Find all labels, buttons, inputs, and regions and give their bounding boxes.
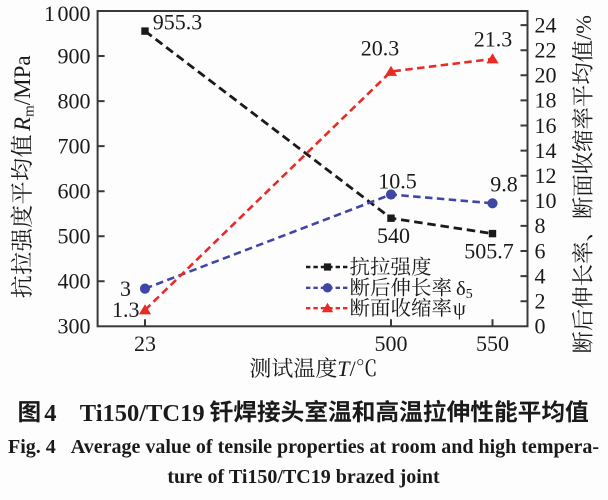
svg-text:700: 700 (58, 133, 91, 158)
svg-text:10.5: 10.5 (378, 168, 417, 193)
svg-text:6: 6 (535, 238, 546, 263)
svg-text:10: 10 (535, 188, 557, 213)
svg-text:R: R (10, 117, 35, 132)
svg-text:4: 4 (535, 263, 546, 288)
svg-text:21.3: 21.3 (474, 27, 513, 52)
svg-text:Ti150/TC19: Ti150/TC19 (80, 400, 205, 427)
svg-text:14: 14 (535, 138, 557, 163)
svg-text:1.3: 1.3 (112, 297, 140, 322)
svg-text:m: m (21, 105, 38, 117)
svg-text:955.3: 955.3 (153, 10, 203, 35)
svg-text:/MPa: /MPa (10, 55, 35, 105)
svg-text:9.8: 9.8 (490, 171, 518, 196)
svg-text:T: T (337, 356, 351, 381)
svg-text:/%: /% (571, 15, 596, 40)
svg-text:δ: δ (456, 278, 466, 300)
svg-text:16: 16 (535, 113, 557, 138)
svg-text:3: 3 (120, 276, 131, 301)
svg-text:20.3: 20.3 (361, 36, 400, 61)
svg-text:505.7: 505.7 (464, 238, 514, 263)
svg-text:24: 24 (535, 12, 557, 37)
svg-text:300: 300 (58, 314, 91, 339)
svg-text:ψ: ψ (453, 298, 466, 320)
svg-text:0: 0 (535, 314, 546, 339)
svg-text:900: 900 (58, 43, 91, 68)
svg-text:23: 23 (134, 331, 156, 356)
svg-text:/: / (350, 356, 357, 381)
svg-text:18: 18 (535, 88, 557, 113)
svg-text:500: 500 (375, 331, 408, 356)
svg-text:600: 600 (58, 179, 91, 204)
svg-text:4: 4 (44, 400, 56, 427)
svg-text:20: 20 (535, 63, 557, 88)
svg-text:550: 550 (476, 331, 509, 356)
svg-text:500: 500 (58, 224, 91, 249)
svg-text:400: 400 (58, 269, 91, 294)
svg-text:12: 12 (535, 163, 557, 188)
svg-text:Fig. 4 Average value of tens: Fig. 4 Average value of tensile properti… (8, 436, 599, 458)
svg-text:22: 22 (535, 38, 557, 63)
svg-text:1: 1 (44, 1, 55, 26)
svg-text:ture of Ti150/TC19 brazed join: ture of Ti150/TC19 brazed joint (167, 466, 440, 488)
svg-text:000: 000 (58, 1, 91, 26)
svg-text:2: 2 (535, 289, 546, 314)
svg-text:5: 5 (466, 287, 473, 302)
svg-text:800: 800 (58, 88, 91, 113)
svg-text:8: 8 (535, 213, 546, 238)
svg-text:540: 540 (377, 223, 410, 248)
